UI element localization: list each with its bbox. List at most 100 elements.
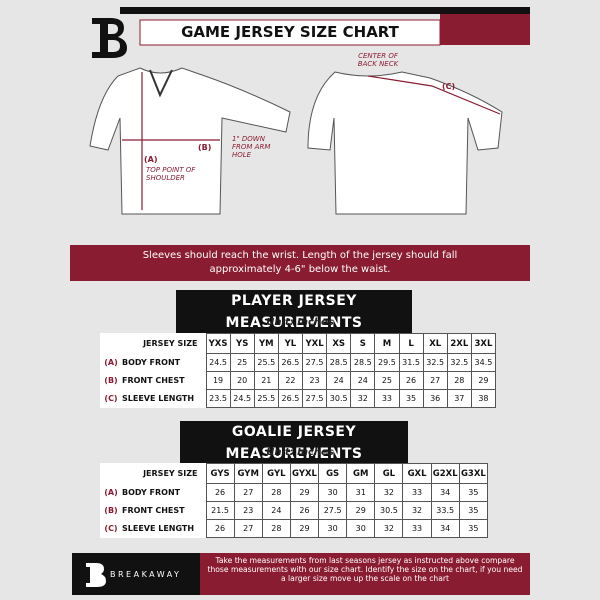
data-row: (A) BODY FRONT 24.5 25 25.5 26.5 27.5 28.5 28.5 2… <box>100 353 497 372</box>
note-neck: CENTER OF BACK NECK <box>357 52 399 68</box>
player-unit: Unit: Inches <box>266 317 334 328</box>
data-row: (C) SLEEVE LENGTH 26 27 28 29 30 30 32 33 34 35 <box>100 519 489 538</box>
label-b: (B) <box>198 143 212 152</box>
measure-c <box>367 75 501 115</box>
cell: 28 <box>261 483 291 502</box>
cell: 24.5 <box>205 353 231 372</box>
goalie-table: JERSEY SIZE GYS GYM GYL GYXL GS GM GL GXL G2XL G3X… <box>100 463 489 538</box>
cell: 35 <box>458 519 489 538</box>
size-header: S <box>350 333 376 354</box>
cell: 32 <box>374 519 404 538</box>
size-label: JERSEY SIZE <box>143 469 198 478</box>
size-header: GYXL <box>289 463 320 484</box>
size-header: GYM <box>233 463 263 484</box>
row-key: (A) <box>104 488 118 497</box>
back-jersey <box>307 71 503 215</box>
cell: 28.5 <box>350 353 376 372</box>
footer-text: Take the measurements from last seasons … <box>207 556 523 584</box>
cell: 27.5 <box>301 389 328 408</box>
cell: 26 <box>289 501 320 520</box>
cell: 32 <box>350 389 376 408</box>
cell: 26.5 <box>277 389 304 408</box>
cell: 33.5 <box>430 501 460 520</box>
cell: 21.5 <box>205 501 235 520</box>
cell: 21 <box>253 371 279 390</box>
cell: 31.5 <box>398 353 424 372</box>
brand: BREAKAWAY <box>110 570 182 579</box>
cell: 27.5 <box>318 501 348 520</box>
cell: 32 <box>374 483 404 502</box>
player-table: JERSEY SIZE YXS YS YM YL YXL XS S M L XL 2XL 3XL (A) B… <box>100 333 497 408</box>
size-header: G2XL <box>430 463 460 484</box>
cell: 27 <box>422 371 448 390</box>
cell: 19 <box>205 371 231 390</box>
row-key: (C) <box>104 394 118 403</box>
title: GAME JERSEY SIZE CHART <box>181 23 399 41</box>
cell: 25.5 <box>253 389 279 408</box>
banner-text: Sleeves should reach the wrist. Length o… <box>142 250 458 275</box>
cell: 27 <box>233 483 263 502</box>
cell: 29 <box>470 371 497 390</box>
cell: 37 <box>446 389 472 408</box>
cell: 34 <box>430 519 460 538</box>
key-cell <box>100 334 122 354</box>
cell: 23.5 <box>205 389 231 408</box>
cell: 30.5 <box>374 501 404 520</box>
cell: 28.5 <box>326 353 352 372</box>
cell: 28 <box>446 371 472 390</box>
size-header: L <box>398 333 424 354</box>
cell: 24 <box>350 371 376 390</box>
size-header: YXS <box>205 333 231 354</box>
key-cell <box>100 464 122 484</box>
size-header: GS <box>318 463 348 484</box>
size-header: 2XL <box>446 333 472 354</box>
cell: 24 <box>261 501 291 520</box>
cell: 30 <box>318 483 348 502</box>
cell: 33 <box>374 389 400 408</box>
data-row: (B) FRONT CHEST 19 20 21 22 23 24 24 25 26 27 28 29 <box>100 371 497 390</box>
cell: 29 <box>289 519 320 538</box>
cell: 33 <box>402 519 432 538</box>
header-row: JERSEY SIZE GYS GYM GYL GYXL GS GM GL GXL G2XL G3X… <box>100 463 489 484</box>
note-b: 1" DOWN FROM ARM HOLE <box>232 135 271 159</box>
cell: 25.5 <box>253 353 279 372</box>
size-header: GXL <box>402 463 432 484</box>
note-a: TOP POINT OF SHOULDER <box>146 166 196 182</box>
size-label: JERSEY SIZE <box>143 339 198 348</box>
cell: 38 <box>470 389 497 408</box>
header-bar <box>120 7 530 14</box>
row-label: SLEEVE LENGTH <box>122 394 195 403</box>
row-label: FRONT CHEST <box>122 376 185 385</box>
cell: 34 <box>430 483 460 502</box>
cell: 29 <box>346 501 376 520</box>
size-header: G3XL <box>458 463 489 484</box>
banner <box>70 245 530 281</box>
cell: 26 <box>398 371 424 390</box>
cell: 32.5 <box>446 353 472 372</box>
neck-lace <box>149 69 173 98</box>
title-box <box>139 19 441 46</box>
data-row: (A) BODY FRONT 26 27 28 29 30 31 32 33 34 35 <box>100 483 489 502</box>
cell: 33 <box>402 483 432 502</box>
size-header: M <box>374 333 400 354</box>
row-key: (A) <box>104 358 118 367</box>
row-key: (B) <box>104 376 118 385</box>
cell: 22 <box>277 371 304 390</box>
cell: 27.5 <box>301 353 328 372</box>
cell: 35 <box>398 389 424 408</box>
logo <box>92 18 127 58</box>
cell: 31 <box>346 483 376 502</box>
footer-text-box <box>200 553 530 595</box>
cell: 24.5 <box>229 389 255 408</box>
row-label: BODY FRONT <box>122 358 181 367</box>
cell: 30 <box>346 519 376 538</box>
row-key: (C) <box>104 524 118 533</box>
size-header: XS <box>326 333 352 354</box>
size-header: YM <box>253 333 279 354</box>
cell: 29.5 <box>374 353 400 372</box>
cell: 23 <box>233 501 263 520</box>
cell: 25 <box>374 371 400 390</box>
cell: 24 <box>326 371 352 390</box>
